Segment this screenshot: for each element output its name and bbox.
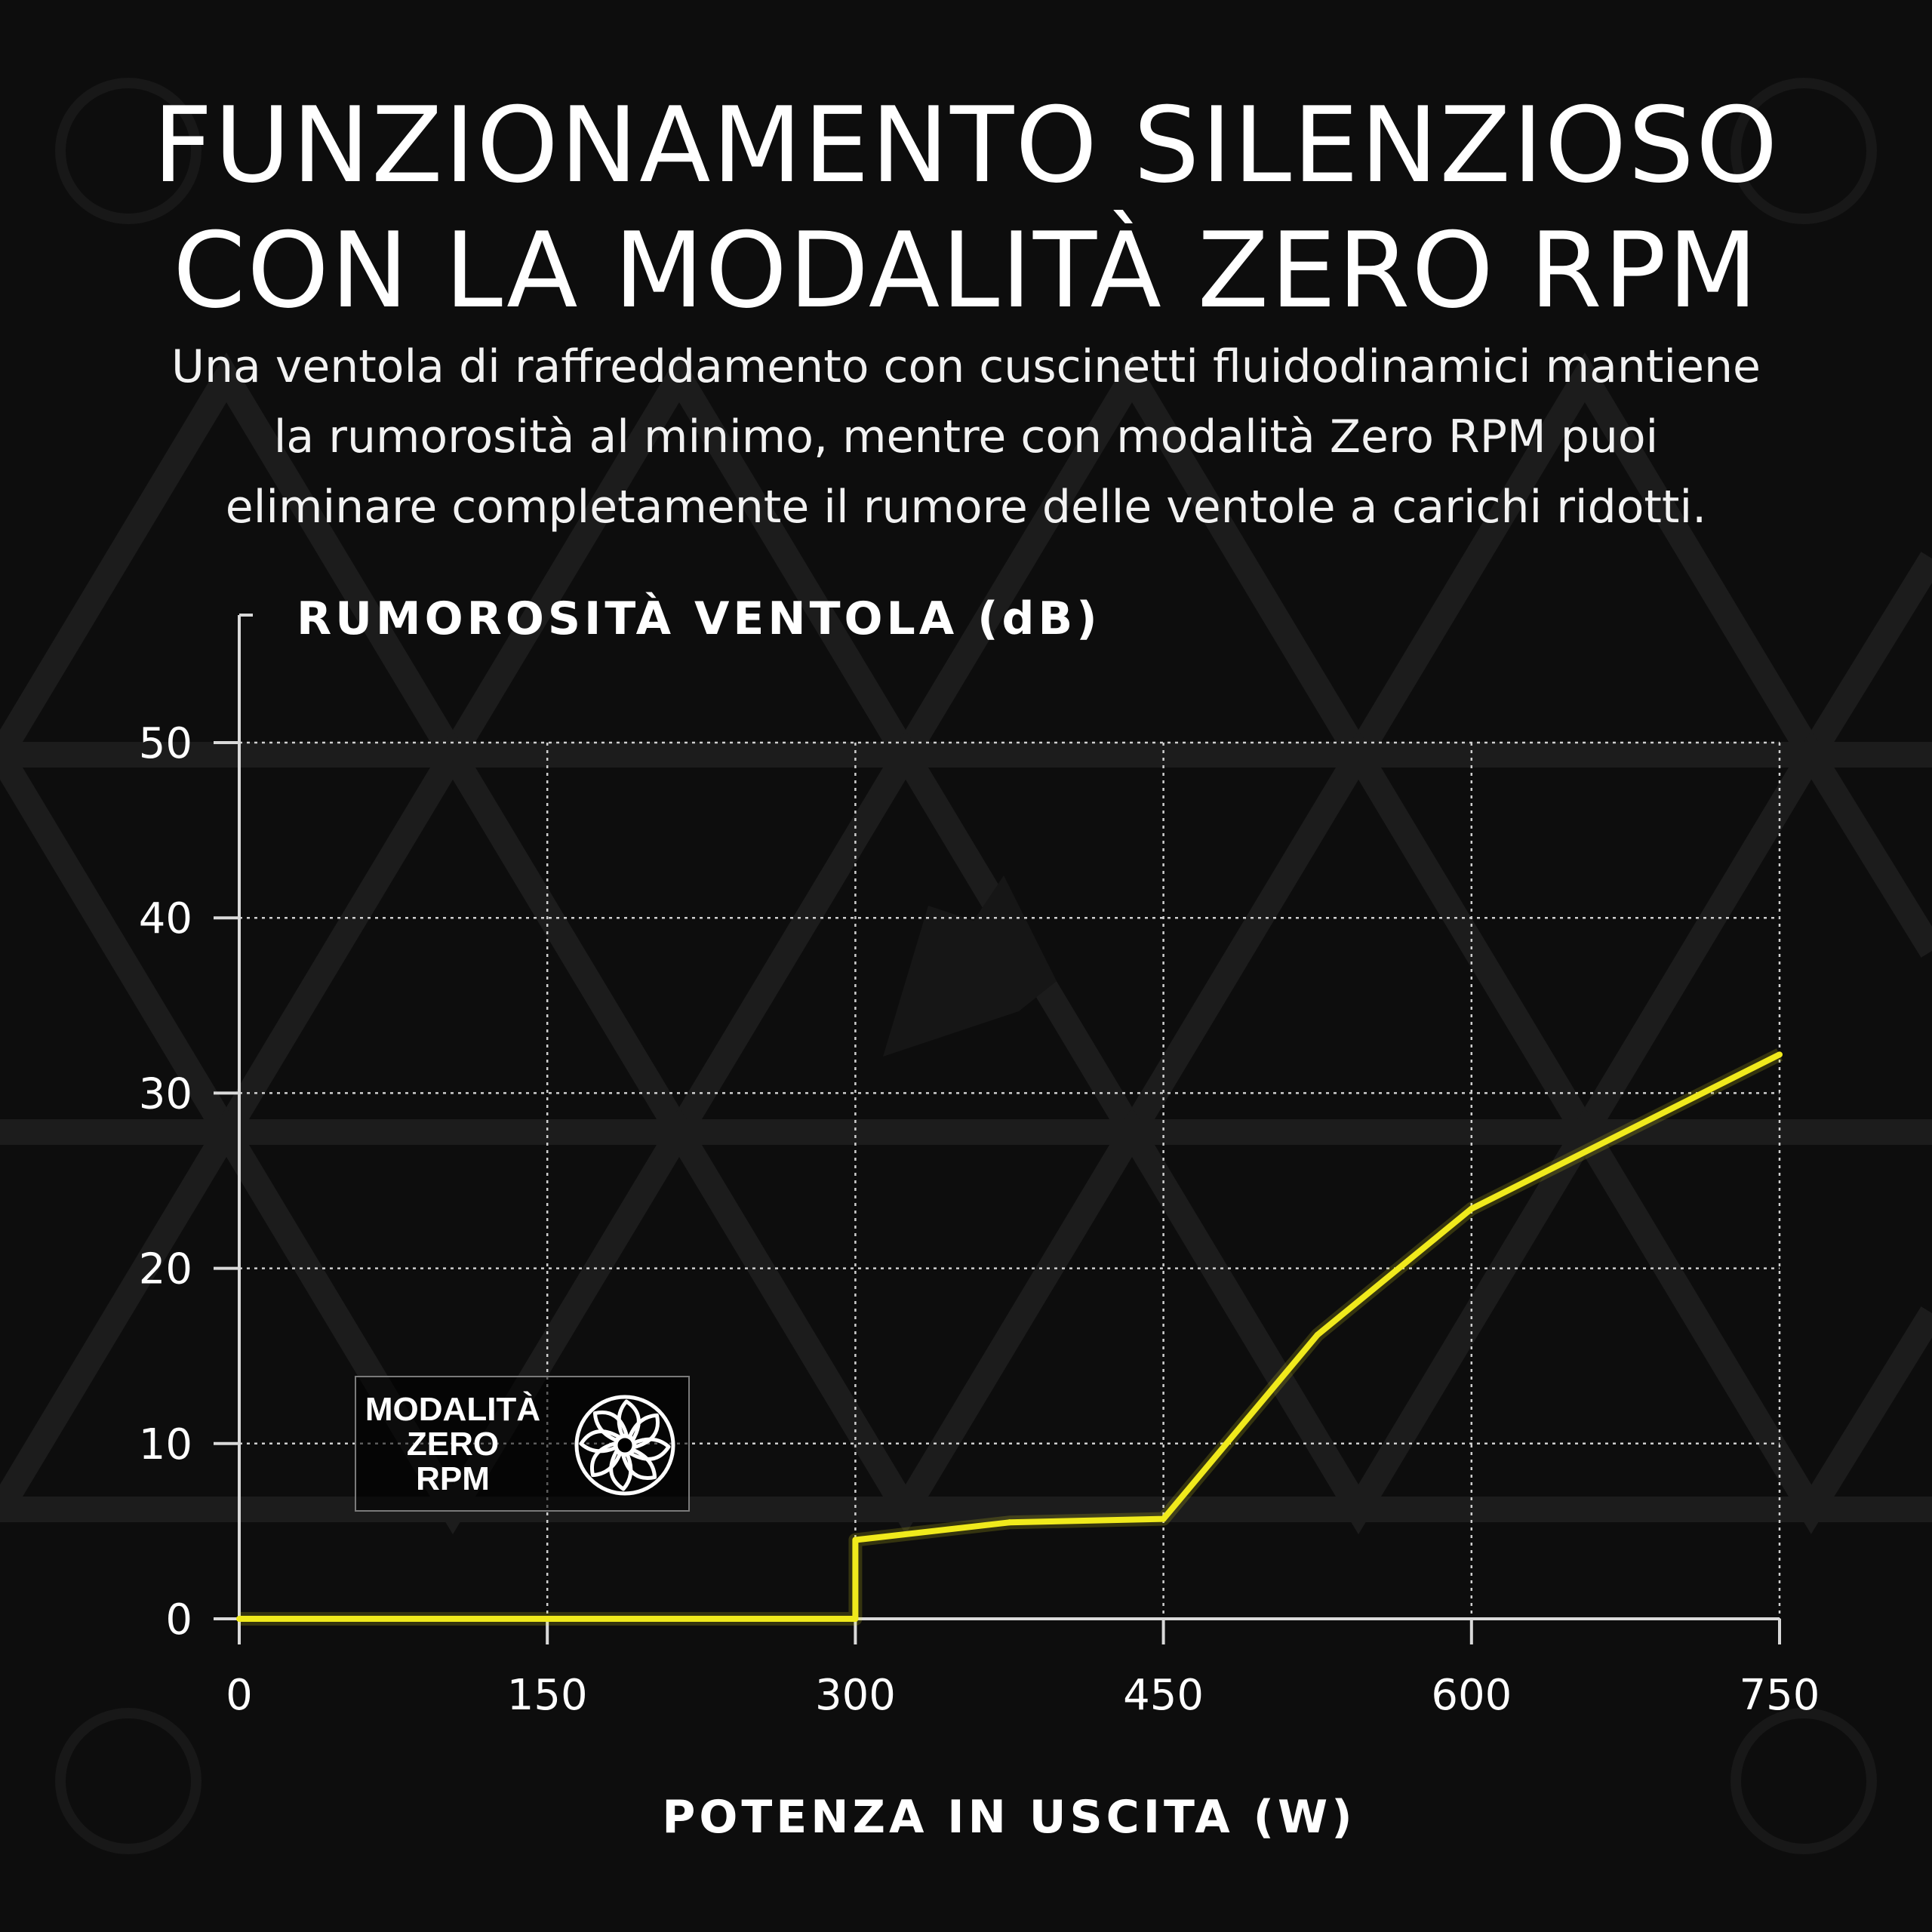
badge-line-2: ZERO xyxy=(406,1426,500,1463)
y-tick-label: 0 xyxy=(165,1595,192,1644)
data-point xyxy=(1468,1205,1475,1212)
x-tick-label: 450 xyxy=(1123,1671,1204,1720)
zero-rpm-badge: MODALITÀ ZERO RPM xyxy=(355,1376,690,1512)
x-tick-label: 750 xyxy=(1740,1671,1820,1720)
y-tick-label: 40 xyxy=(139,894,192,943)
description-line-1: Una ventola di raffreddamento con cuscin… xyxy=(171,340,1761,393)
y-tick-label: 50 xyxy=(139,719,192,768)
data-point xyxy=(236,1616,242,1622)
y-tick-label: 30 xyxy=(139,1069,192,1118)
data-point xyxy=(1160,1515,1167,1522)
page-title: FUNZIONAMENTO SILENZIOSO CON LA MODALITÀ… xyxy=(0,83,1932,334)
title-line-2: CON LA MODALITÀ ZERO RPM xyxy=(172,210,1760,331)
badge-line-1: MODALITÀ xyxy=(365,1391,541,1428)
data-point xyxy=(1777,1051,1783,1058)
y-tick-label: 10 xyxy=(139,1420,192,1469)
title-line-1: FUNZIONAMENTO SILENZIOSO xyxy=(152,85,1780,206)
data-point xyxy=(852,1537,859,1543)
data-point xyxy=(1006,1519,1013,1526)
y-axis-label: RUMOROSITÀ VENTOLA (dB) xyxy=(297,592,1101,645)
data-point xyxy=(1314,1331,1321,1338)
zero-rpm-badge-label: MODALITÀ ZERO RPM xyxy=(362,1392,543,1497)
description-line-3: eliminare completamente il rumore delle … xyxy=(225,481,1707,534)
x-tick-label: 150 xyxy=(507,1671,588,1720)
fan-icon xyxy=(574,1395,675,1496)
series-line-glow xyxy=(239,1048,1783,1626)
y-tick-label: 20 xyxy=(139,1245,192,1294)
description: Una ventola di raffreddamento con cuscin… xyxy=(75,332,1857,543)
data-point xyxy=(852,1616,859,1622)
series-line xyxy=(239,1051,1781,1622)
badge-line-3: RPM xyxy=(416,1460,490,1497)
x-tick-label: 600 xyxy=(1431,1671,1512,1720)
x-tick-label: 300 xyxy=(815,1671,896,1720)
x-axis-label: POTENZA IN USCITA (W) xyxy=(662,1791,1355,1844)
x-tick-label: 0 xyxy=(226,1671,253,1720)
description-line-2: la rumorosità al minimo, mentre con moda… xyxy=(273,411,1659,463)
